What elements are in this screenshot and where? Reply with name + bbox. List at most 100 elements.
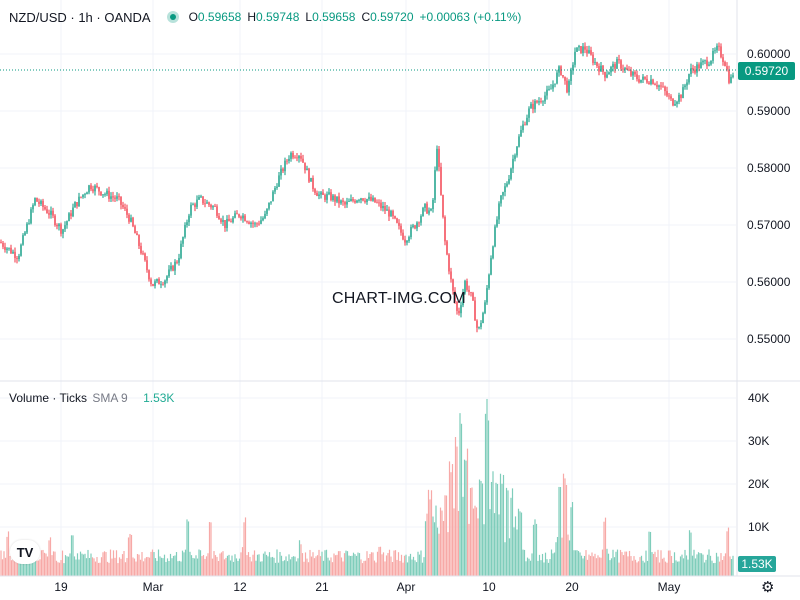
volume-sma-label: SMA 9 (92, 391, 128, 405)
volume-bar (297, 558, 299, 576)
volume-bar (346, 551, 349, 576)
volume-bar (417, 551, 419, 576)
volume-bar (717, 556, 719, 576)
volume-bar (510, 497, 512, 576)
candle-body (312, 177, 314, 190)
volume-bar (34, 561, 37, 576)
candle-body (112, 196, 114, 198)
candle-body (346, 201, 348, 205)
volume-bar (195, 555, 197, 576)
candle-body (688, 74, 690, 83)
volume-bar (309, 549, 311, 576)
volume-bar (477, 518, 479, 576)
candle-body (334, 195, 336, 202)
candle-body (372, 197, 374, 201)
candle-body (482, 313, 484, 324)
volume-axis-labels: 40K 30K 20K 10K (748, 391, 769, 534)
volume-bar (42, 549, 44, 576)
volume-bar (402, 562, 404, 576)
volume-bar (301, 553, 304, 576)
volume-bar (132, 557, 134, 576)
volume-bar (151, 549, 154, 576)
volume-bar (108, 562, 110, 576)
candle-body (574, 51, 576, 65)
volume-legend[interactable]: Volume · Ticks SMA 9 1.53K (9, 391, 174, 405)
candle-body (188, 215, 190, 223)
candle-body (206, 202, 208, 204)
volume-bar (261, 561, 263, 576)
candle-body (470, 292, 472, 293)
volume-bar (40, 550, 43, 576)
price-tick-label: 0.58000 (747, 161, 791, 175)
volume-bar (276, 549, 278, 576)
low-label: L (305, 10, 313, 24)
candle-body (290, 152, 292, 159)
volume-bar (498, 514, 500, 576)
price-change: +0.00063 (+0.11%) (419, 10, 522, 24)
volume-bar (313, 558, 316, 576)
volume-bar (459, 413, 461, 576)
candle-body (70, 213, 72, 217)
volume-bar (387, 553, 389, 576)
gear-icon[interactable]: ⚙ (761, 579, 775, 596)
candle-body (176, 261, 178, 263)
volume-bar (541, 553, 544, 576)
volume-bar (171, 558, 173, 576)
price-tick-label: 0.60000 (747, 47, 791, 61)
candle-body (636, 74, 638, 80)
candle-body (484, 302, 486, 314)
candle-body (92, 189, 94, 192)
volume-bar (619, 549, 622, 576)
candle-body (604, 71, 606, 78)
candle-body (36, 197, 38, 202)
volume-bar (502, 474, 505, 576)
candle-body (60, 224, 62, 234)
candle-body (620, 60, 622, 69)
volume-bar (693, 549, 695, 576)
volume-bar (658, 562, 661, 576)
candle-body (180, 243, 182, 259)
volume-bar (76, 553, 79, 576)
volume-bar (340, 557, 343, 576)
candle-body (292, 152, 294, 158)
volume-bar (43, 552, 46, 576)
candle-body (152, 284, 154, 286)
candle-body (712, 50, 714, 61)
volume-bar (45, 553, 47, 576)
volume-bar (565, 484, 568, 576)
candle-body (544, 95, 546, 102)
volume-bar (322, 560, 325, 576)
volume-bar (672, 562, 674, 576)
volume-bar (538, 554, 541, 576)
volume-bar (307, 562, 310, 576)
volume-bar (412, 556, 415, 576)
candle-body (296, 157, 298, 159)
candle-body (566, 80, 568, 93)
candle-body (220, 219, 222, 222)
candle-body (6, 248, 8, 250)
candle-body (0, 242, 2, 243)
candle-body (4, 246, 6, 250)
volume-bar (487, 420, 490, 576)
candle-body (630, 70, 632, 76)
candle-body (436, 148, 438, 171)
candle-body (728, 69, 730, 83)
symbol-title[interactable]: NZD/USD · 1h · OANDA (9, 9, 151, 25)
volume-bar (354, 554, 356, 576)
candle-body (240, 216, 242, 219)
candle-body (704, 60, 706, 62)
volume-bar (480, 480, 482, 576)
volume-bar (466, 448, 469, 576)
tradingview-logo-icon[interactable]: TV (10, 540, 40, 564)
volume-bar (280, 555, 283, 576)
volume-bar (715, 552, 718, 576)
volume-bar (634, 559, 637, 576)
volume-bar (418, 554, 421, 576)
volume-bar (606, 548, 608, 576)
candle-body (634, 71, 636, 75)
candle-body (614, 64, 616, 69)
price-tick-label: 0.55000 (747, 332, 791, 346)
volume-bar (186, 519, 188, 576)
volume-bar (718, 561, 721, 576)
